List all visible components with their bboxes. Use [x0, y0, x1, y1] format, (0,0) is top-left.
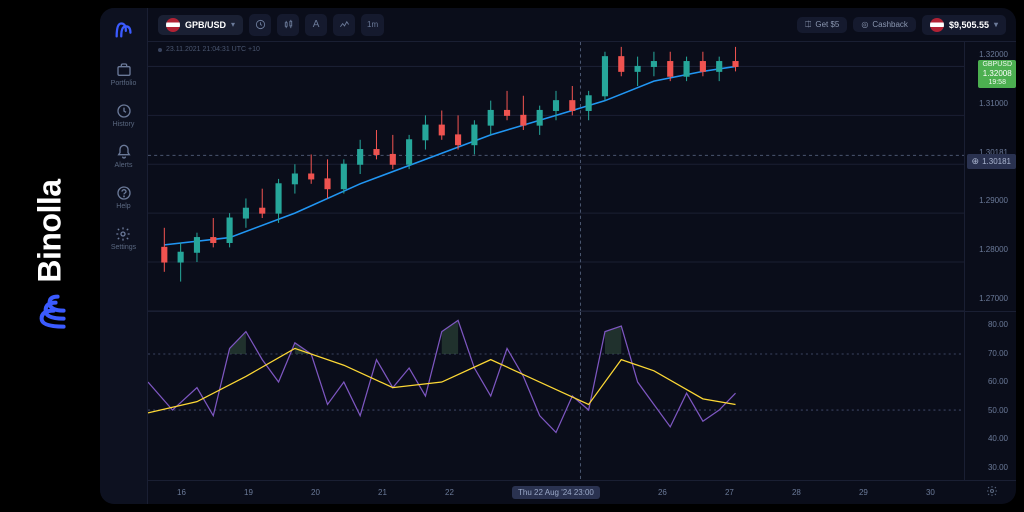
brand-sidebar: Binolla — [0, 0, 100, 512]
get-bonus-label: Get $5 — [815, 20, 839, 29]
timeframe-selector[interactable]: 1m — [361, 14, 384, 36]
nav-item-settings[interactable]: Settings — [111, 226, 136, 251]
indicator-tool[interactable] — [333, 14, 355, 36]
gear-icon — [115, 226, 131, 242]
x-tick-label: 20 — [311, 488, 320, 497]
text-icon: A — [313, 19, 320, 30]
badge-sub: 19:58 — [988, 79, 1006, 87]
y-tick-label: 40.00 — [969, 434, 1012, 443]
indicator-chart-svg — [148, 312, 964, 480]
y-tick-label: 30.00 — [969, 463, 1012, 472]
x-tick-label: 26 — [658, 488, 667, 497]
timeframe-label: 1m — [367, 20, 378, 29]
chevron-down-icon: ▾ — [994, 20, 998, 29]
gift-icon: ⎅ — [805, 20, 811, 30]
brand-icon — [30, 293, 70, 333]
nav-item-portfolio[interactable]: Portfolio — [111, 62, 137, 87]
y-tick-label: 1.27000 — [969, 294, 1012, 303]
flag-icon — [166, 18, 180, 32]
main-area: GPB/USD ▾ A 1m ⎅ Get $5 ◎ Ca — [148, 8, 1016, 504]
x-tick-label: 21 — [378, 488, 387, 497]
x-tick-label: 16 — [177, 488, 186, 497]
balance-display[interactable]: $9,505.55 ▾ — [922, 15, 1006, 35]
x-tick-label: 27 — [725, 488, 734, 497]
cursor-price-value: 1.30181 — [982, 157, 1011, 166]
gear-icon — [986, 485, 998, 497]
bell-icon — [116, 144, 132, 160]
cashback-label: Cashback — [872, 20, 908, 29]
briefcase-icon — [116, 62, 132, 78]
y-tick-label: 60.00 — [969, 377, 1012, 386]
y-tick-label: 1.31000 — [969, 99, 1012, 108]
indicator-y-axis: 80.00 70.00 60.00 50.00 40.00 30.00 — [964, 312, 1016, 480]
nav-label: Help — [116, 203, 130, 210]
nav-label: History — [113, 121, 135, 128]
text-tool[interactable]: A — [305, 14, 327, 36]
x-tick-label: 22 — [445, 488, 454, 497]
x-tick-label: 19 — [244, 488, 253, 497]
chart-settings-button[interactable] — [986, 485, 998, 500]
x-tick-label: 28 — [792, 488, 801, 497]
clock-tool[interactable] — [249, 14, 271, 36]
chart-container: 23.11.2021 21:04:31 UTC +10 1.320001.310… — [148, 42, 1016, 504]
x-tick-label: 30 — [926, 488, 935, 497]
x-tick-crosshair-label: Thu 22 Aug '24 23:00 — [512, 486, 600, 499]
y-tick-label: 1.28000 — [969, 245, 1012, 254]
x-tick-label: 29 — [859, 488, 868, 497]
nav-item-history[interactable]: History — [113, 103, 135, 128]
brand-name: Binolla — [32, 179, 69, 282]
flag-icon — [930, 18, 944, 32]
app-logo-icon — [113, 18, 135, 40]
indicator-chart-panel[interactable]: 80.00 70.00 60.00 50.00 40.00 30.00 — [148, 312, 1016, 480]
symbol-label: GPB/USD — [185, 20, 226, 30]
app-frame: Portfolio History Alerts Help Settings G… — [100, 8, 1016, 504]
nav-label: Portfolio — [111, 80, 137, 87]
y-tick-label: 1.32000 — [969, 50, 1012, 59]
help-icon — [116, 185, 132, 201]
symbol-selector[interactable]: GPB/USD ▾ — [158, 15, 243, 35]
y-tick-label: 70.00 — [969, 349, 1012, 358]
top-toolbar: GPB/USD ▾ A 1m ⎅ Get $5 ◎ Ca — [148, 8, 1016, 42]
nav-item-help[interactable]: Help — [116, 185, 132, 210]
history-icon — [116, 103, 132, 119]
cursor-price-badge: 1.30181 — [967, 154, 1016, 169]
candlestick-icon — [283, 19, 294, 30]
balance-value: $9,505.55 — [949, 20, 989, 30]
y-tick-label: 1.29000 — [969, 196, 1012, 205]
clock-icon — [255, 19, 266, 30]
indicator-icon — [339, 19, 350, 30]
cashback-button[interactable]: ◎ Cashback — [853, 17, 916, 32]
nav-label: Settings — [111, 244, 136, 251]
nav-rail: Portfolio History Alerts Help Settings — [100, 8, 148, 504]
candles-tool[interactable] — [277, 14, 299, 36]
badge-price: 1.32008 — [983, 69, 1012, 79]
y-tick-label: 80.00 — [969, 320, 1012, 329]
y-tick-label: 50.00 — [969, 406, 1012, 415]
get-bonus-button[interactable]: ⎅ Get $5 — [797, 17, 847, 33]
price-chart-svg — [148, 42, 964, 311]
brand-logo: Binolla — [30, 179, 70, 332]
chevron-down-icon: ▾ — [231, 20, 235, 29]
current-price-badge: GBPUSD 1.32008 19:58 — [978, 60, 1016, 88]
nav-item-alerts[interactable]: Alerts — [115, 144, 133, 169]
cashback-icon: ◎ — [861, 20, 868, 29]
nav-label: Alerts — [115, 162, 133, 169]
price-chart-panel[interactable]: 1.32000 1.31000 1.30181 1.29000 1.28000 1.270… — [148, 42, 1016, 312]
badge-symbol: GBPUSD — [982, 61, 1012, 69]
time-axis: 16 19 20 21 22 Thu 22 Aug '24 23:00 26 27 28 29 30 — [148, 480, 1016, 504]
